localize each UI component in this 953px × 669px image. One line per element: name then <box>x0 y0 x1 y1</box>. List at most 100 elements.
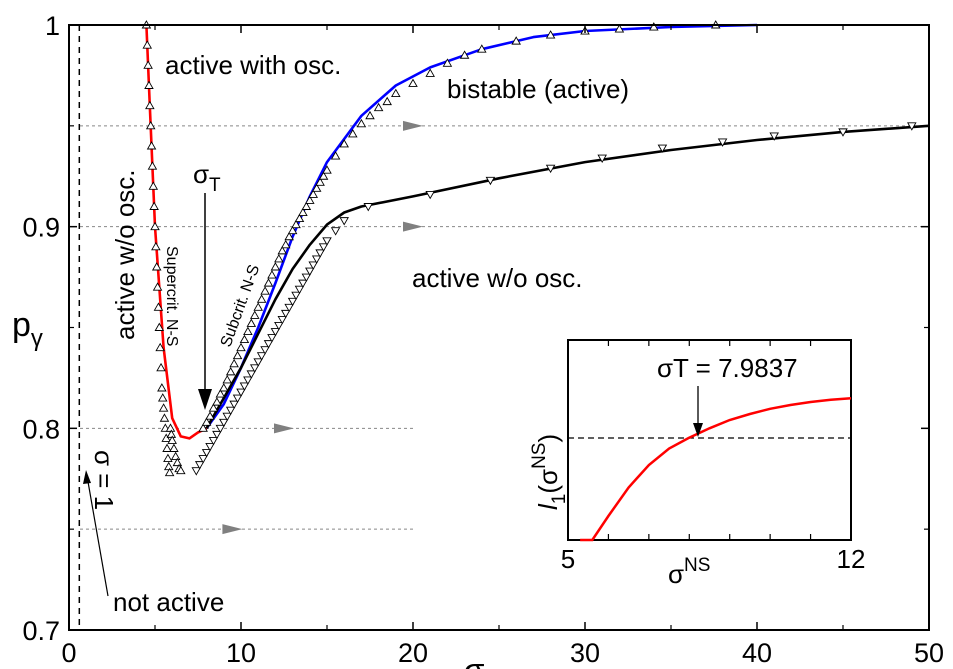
marker-up-triangle <box>151 241 161 251</box>
marker-up-triangle <box>205 411 215 420</box>
marker-down-triangle <box>318 243 329 252</box>
marker-down-triangle <box>545 164 556 174</box>
marker-up-triangle <box>142 40 153 49</box>
label-active-wo-osc-right: active w/o osc. <box>412 263 583 293</box>
marker-up-triangle <box>236 342 246 352</box>
marker-up-triangle <box>442 58 453 67</box>
marker-up-triangle <box>294 213 305 223</box>
y-axis-label: pγ <box>12 306 43 352</box>
marker-down-triangle <box>315 249 325 258</box>
marker-up-triangle <box>169 443 179 452</box>
marker-up-triangle <box>253 302 263 311</box>
marker-down-triangle <box>249 364 260 373</box>
x-tick-label: 30 <box>570 638 600 668</box>
marker-up-triangle <box>229 358 239 368</box>
marker-up-triangle <box>308 189 319 198</box>
marker-up-triangle <box>545 30 556 39</box>
inset-ticks: 5 12 <box>561 340 866 574</box>
marker-down-triangle <box>298 279 308 289</box>
marker-up-triangle <box>159 413 170 422</box>
marker-down-triangle <box>256 352 267 361</box>
marker-down-triangle <box>907 122 917 131</box>
not-active-pointer <box>86 475 109 597</box>
x-tick-label: 50 <box>914 638 944 668</box>
marker-down-triangle <box>260 346 270 355</box>
marker-up-triangle <box>162 443 172 452</box>
marker-up-triangle <box>167 435 177 444</box>
marker-up-triangle <box>365 110 375 120</box>
inset-x-tick-label: 12 <box>837 544 866 574</box>
marker-up-triangle <box>246 318 257 327</box>
marker-down-triangle <box>425 190 435 200</box>
marker-up-triangle <box>477 44 487 53</box>
marker-up-triangle <box>284 231 294 241</box>
x-tick-label: 0 <box>61 638 76 668</box>
marker-down-triangle <box>311 255 322 264</box>
inset-red-curve <box>580 397 852 542</box>
marker-up-triangle <box>356 118 367 128</box>
marker-up-triangle <box>408 78 418 87</box>
marker-down-triangle <box>194 461 205 470</box>
marker-up-triangle <box>156 362 166 372</box>
marker-down-triangle <box>280 309 291 319</box>
marker-up-triangle <box>146 141 157 150</box>
marker-down-triangle <box>339 217 349 226</box>
marker-up-triangle <box>277 245 288 255</box>
marker-down-triangle <box>291 291 301 301</box>
marker-up-triangle <box>232 350 243 360</box>
label-active-with-osc: active with osc. <box>165 50 341 80</box>
x-axis-label: σ <box>464 652 485 669</box>
marker-down-triangle <box>322 237 332 246</box>
marker-down-triangle <box>277 315 288 325</box>
marker-up-triangle <box>298 207 308 217</box>
not-active-arrowhead <box>83 470 91 484</box>
marker-up-triangle <box>163 453 173 463</box>
marker-down-triangle <box>287 297 298 307</box>
x-tick-label: 40 <box>742 638 772 668</box>
inset-x-tick-label: 5 <box>561 544 575 574</box>
marker-down-triangle <box>284 303 294 313</box>
marker-down-triangle <box>205 443 215 452</box>
label-supercrit-ns: Supercrit. N-S <box>163 246 180 346</box>
marker-up-triangle <box>155 342 165 352</box>
marker-up-triangle <box>149 201 159 210</box>
marker-up-triangle <box>151 262 162 271</box>
label-sigma-t: σT <box>193 159 221 196</box>
marker-up-triangle <box>163 461 174 471</box>
label-active-wo-osc-left: active w/o osc. <box>110 169 140 340</box>
marker-down-triangle <box>243 376 253 385</box>
marker-up-triangle <box>147 161 158 170</box>
marker-up-triangle <box>153 302 164 311</box>
marker-up-triangle <box>154 322 165 331</box>
marker-up-triangle <box>145 100 155 110</box>
marker-down-triangle <box>274 322 284 331</box>
flow-arrow <box>403 221 423 232</box>
marker-up-triangle <box>339 139 349 148</box>
marker-up-triangle <box>222 375 233 384</box>
marker-down-triangle <box>308 261 319 270</box>
marker-up-triangle <box>145 120 156 130</box>
marker-down-triangle <box>191 467 202 476</box>
marker-up-triangle <box>215 389 226 398</box>
x-tick-label: 20 <box>398 638 428 668</box>
marker-down-triangle <box>267 334 277 343</box>
marker-down-triangle <box>769 132 779 141</box>
inset-x-label: σNS <box>668 555 710 589</box>
marker-down-triangle <box>212 430 222 440</box>
marker-up-triangle <box>172 457 183 467</box>
marker-up-triangle <box>212 397 222 406</box>
marker-up-triangle <box>263 278 274 287</box>
marker-up-triangle <box>391 88 401 98</box>
series-red-line <box>145 24 208 440</box>
y-tick-label: 0.7 <box>22 616 60 646</box>
series-blue-line <box>205 23 758 430</box>
marker-down-triangle <box>239 382 250 391</box>
marker-down-triangle <box>294 285 305 295</box>
label-sigma-one: σ = 1 <box>89 450 119 510</box>
inset-y-label: l1(σNS) <box>529 434 570 510</box>
marker-up-triangle <box>291 219 301 229</box>
marker-down-triangle <box>201 449 212 458</box>
marker-down-triangle <box>253 358 263 367</box>
marker-up-triangle <box>243 326 253 335</box>
marker-up-triangle <box>150 221 160 231</box>
